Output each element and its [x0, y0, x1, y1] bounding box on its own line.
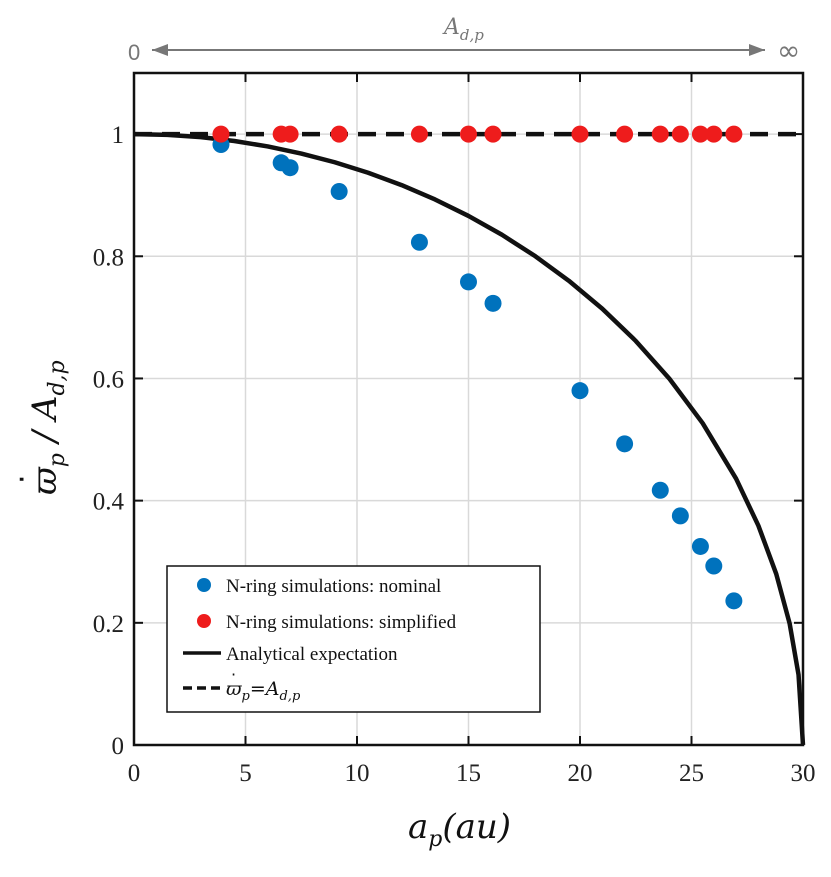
data-point-simplified: [651, 125, 669, 143]
y-tick-label: 1: [112, 122, 125, 149]
x-tick-label: 5: [239, 760, 252, 787]
data-point-simplified: [330, 125, 348, 143]
data-point-nominal: [616, 435, 634, 453]
data-point-nominal: [691, 537, 709, 555]
legend-marker-simplified: [197, 614, 211, 628]
x-tick-label: 25: [679, 760, 704, 787]
top-arrow-right-head: [749, 44, 765, 56]
x-tick-label: 30: [791, 760, 816, 787]
y-tick-label: 0.6: [93, 366, 124, 393]
legend: N-ring simulations: nominal N-ring simul…: [166, 565, 541, 713]
data-point-simplified: [281, 125, 299, 143]
data-point-simplified: [616, 125, 634, 143]
data-point-simplified: [571, 125, 589, 143]
data-point-simplified: [484, 125, 502, 143]
ticks: 0 5 10 15 20 25 30 0 0.2 0.4 0.6 0.8 1: [93, 73, 816, 787]
data-point-simplified: [725, 125, 743, 143]
data-point-simplified: [410, 125, 428, 143]
legend-dot-accent: ·: [231, 665, 236, 684]
data-point-nominal: [410, 233, 428, 251]
x-axis-label: ap(au): [408, 807, 511, 852]
legend-label-nominal: N-ring simulations: nominal: [226, 576, 441, 597]
svg-text:ϖp / Ad,p: ϖp / Ad,p: [25, 360, 70, 495]
data-point-nominal: [725, 592, 743, 610]
top-right-label: ∞: [777, 34, 800, 67]
data-point-nominal: [571, 382, 589, 400]
data-point-simplified: [691, 125, 709, 143]
y-tick-label: 0: [112, 733, 125, 760]
y-tick-label: 0.8: [93, 244, 124, 271]
series-line-analytical: [133, 131, 806, 746]
legend-marker-nominal: [197, 578, 211, 592]
legend-label-simplified: N-ring simulations: simplified: [226, 612, 457, 633]
data-point-simplified: [212, 125, 230, 143]
x-tick-label: 0: [128, 760, 141, 787]
data-point-nominal: [671, 507, 689, 525]
legend-label-analytical: Analytical expectation: [226, 644, 398, 665]
plot-area: [133, 125, 806, 746]
data-point-simplified: [671, 125, 689, 143]
y-axis-label: ϖp / Ad,p ·: [5, 360, 70, 495]
y-tick-label: 0.4: [93, 489, 125, 516]
data-point-nominal: [330, 183, 348, 201]
svg-text:ϖp=Ad,p: ϖp=Ad,p: [226, 678, 301, 704]
top-arrow-label: Ad,p: [442, 15, 484, 44]
data-point-nominal: [651, 481, 669, 499]
y-axis-label-dot: ·: [5, 474, 40, 484]
data-point-nominal: [484, 294, 502, 312]
data-point-simplified: [705, 125, 723, 143]
x-tick-label: 15: [456, 760, 481, 787]
top-left-label: 0: [128, 40, 140, 65]
x-tick-label: 10: [345, 760, 370, 787]
legend-label-dashed: ϖp=Ad,p ·: [226, 665, 301, 704]
data-point-nominal: [281, 159, 299, 177]
top-annotation: 0 ∞ Ad,p: [128, 15, 800, 67]
data-point-simplified: [460, 125, 477, 143]
y-tick-label: 0.2: [93, 611, 124, 638]
data-point-nominal: [460, 273, 477, 291]
x-tick-label: 20: [568, 760, 593, 787]
top-arrow-left-head: [152, 44, 168, 56]
data-point-nominal: [705, 557, 723, 575]
legend-box: [166, 565, 541, 713]
